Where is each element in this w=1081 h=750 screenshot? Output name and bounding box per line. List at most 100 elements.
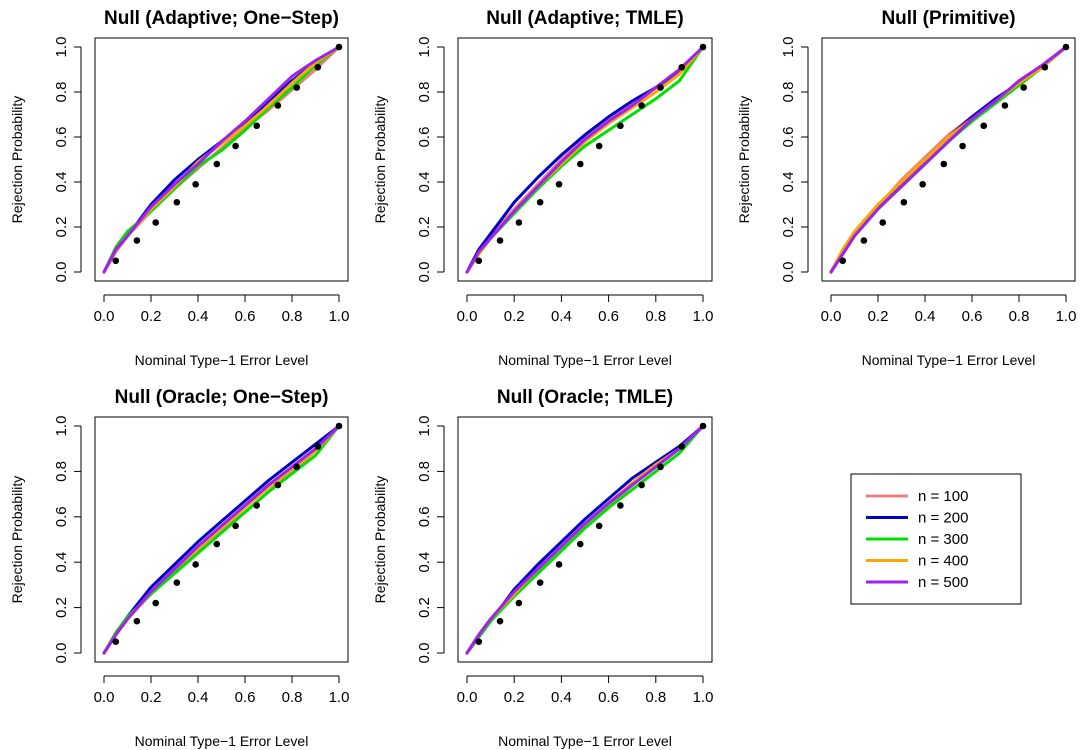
y-tick-label: 1.0 xyxy=(53,37,70,58)
series-line-5 xyxy=(829,45,1068,274)
reference-point xyxy=(536,579,544,586)
x-axis-label: Nominal Type−1 Error Level xyxy=(498,352,672,368)
legend-items: n = 100 n = 200 n = 300 n = 400 n = 500 xyxy=(866,488,968,591)
reference-point xyxy=(133,237,141,244)
series-line-3 xyxy=(102,45,341,274)
reference-point xyxy=(152,219,159,226)
series-line-5 xyxy=(102,45,341,274)
x-tick-label: 1.0 xyxy=(329,308,350,325)
chart-title: Null (Primitive) xyxy=(881,8,1015,29)
reference-point xyxy=(919,180,926,188)
x-tick-label: 0.8 xyxy=(1009,308,1030,325)
reference-point xyxy=(232,522,239,530)
y-tick-label: 0.4 xyxy=(780,172,797,193)
reference-point xyxy=(638,102,645,109)
x-tick-label: 0.6 xyxy=(235,308,256,325)
reference-point xyxy=(617,502,624,509)
x-tick-label: 1.0 xyxy=(329,689,350,706)
y-tick-label: 0.8 xyxy=(780,82,797,103)
x-tick-label: 0.8 xyxy=(645,308,666,325)
reference-point xyxy=(335,422,343,430)
x-tick-label: 0.6 xyxy=(235,689,256,706)
y-tick-label: 0.2 xyxy=(416,597,433,618)
reference-point xyxy=(678,63,686,71)
legend-label: n = 300 xyxy=(918,531,968,548)
legend-label: n = 400 xyxy=(918,553,968,570)
reference-point xyxy=(595,522,603,530)
x-axis-label: Nominal Type−1 Error Level xyxy=(135,733,309,749)
y-tick-label: 0.8 xyxy=(416,82,433,103)
y-tick-label: 0.4 xyxy=(53,552,70,573)
legend: n = 100 n = 200 n = 300 n = 400 n = 500 xyxy=(850,473,1022,605)
y-tick-label: 0.8 xyxy=(416,461,433,482)
reference-point xyxy=(617,122,624,130)
reference-point xyxy=(657,84,664,91)
reference-point xyxy=(314,443,322,450)
reference-point xyxy=(192,180,199,188)
reference-point xyxy=(314,63,322,71)
reference-point xyxy=(536,198,544,206)
reference-point xyxy=(293,463,301,471)
reference-point xyxy=(980,122,988,130)
y-axis-label: Rejection Probability xyxy=(736,96,752,224)
reference-point xyxy=(576,540,584,548)
reference-point xyxy=(496,617,504,625)
y-tick-label: 0.4 xyxy=(416,172,433,193)
x-tick-label: 0.4 xyxy=(551,689,572,706)
reference-point xyxy=(112,638,120,645)
x-tick-label: 0.0 xyxy=(94,308,115,325)
reference-point xyxy=(839,257,847,265)
y-tick-label: 0.8 xyxy=(53,82,70,103)
legend-label: n = 500 xyxy=(918,574,968,591)
reference-point xyxy=(335,43,343,51)
x-tick-label: 0.8 xyxy=(282,689,303,706)
plot-frame xyxy=(821,37,1076,282)
reference-point xyxy=(192,561,199,568)
x-tick-label: 0.0 xyxy=(821,308,842,325)
reference-point xyxy=(638,481,645,489)
reference-point xyxy=(900,198,908,206)
reference-point xyxy=(959,142,966,150)
chart-panel-1: Null (Adaptive; One−Step) 0.0 0.2 0.4 0.6 0.8… xyxy=(9,8,349,368)
y-tick-label: 1.0 xyxy=(780,37,797,58)
y-tick-label: 0.6 xyxy=(53,506,70,527)
y-axis-label: Rejection Probability xyxy=(9,96,25,224)
reference-point xyxy=(496,237,504,244)
x-axis-label: Nominal Type−1 Error Level xyxy=(135,352,309,368)
y-tick-label: 0.2 xyxy=(416,217,433,238)
reference-point xyxy=(576,160,584,168)
reference-point xyxy=(133,617,141,625)
plot-frame xyxy=(457,416,713,663)
x-tick-label: 1.0 xyxy=(693,308,714,325)
y-tick-label: 0.4 xyxy=(416,552,433,573)
reference-point xyxy=(274,102,282,109)
reference-point xyxy=(699,43,707,51)
x-tick-label: 0.0 xyxy=(94,689,115,706)
y-axis-label: Rejection Probability xyxy=(9,476,25,604)
x-tick-label: 1.0 xyxy=(693,689,714,706)
chart-title: Null (Adaptive; One−Step) xyxy=(104,8,339,29)
reference-point xyxy=(678,443,686,450)
legend-label: n = 100 xyxy=(918,488,968,505)
x-tick-label: 0.0 xyxy=(457,689,478,706)
reference-point xyxy=(152,599,159,607)
legend-label: n = 200 xyxy=(918,510,968,527)
y-tick-label: 0.6 xyxy=(780,127,797,148)
reference-point xyxy=(232,142,239,150)
y-tick-label: 1.0 xyxy=(416,37,433,58)
reference-point xyxy=(173,579,181,586)
x-tick-label: 0.6 xyxy=(962,308,983,325)
x-tick-label: 0.6 xyxy=(598,308,619,325)
plot-frame xyxy=(94,37,349,282)
y-tick-label: 0.0 xyxy=(53,643,70,664)
x-tick-label: 0.2 xyxy=(141,308,162,325)
reference-point xyxy=(274,481,282,489)
chart-panel-4: Null (Oracle; One−Step) 0.0 0.2 0.4 0.6 0.8 1.… xyxy=(9,387,349,749)
x-tick-label: 0.8 xyxy=(645,689,666,706)
reference-point xyxy=(1020,84,1027,91)
reference-point xyxy=(515,219,523,226)
reference-point xyxy=(213,540,221,548)
y-tick-label: 1.0 xyxy=(416,416,433,437)
chart-title: Null (Oracle; TMLE) xyxy=(497,387,673,408)
reference-point xyxy=(475,257,483,265)
